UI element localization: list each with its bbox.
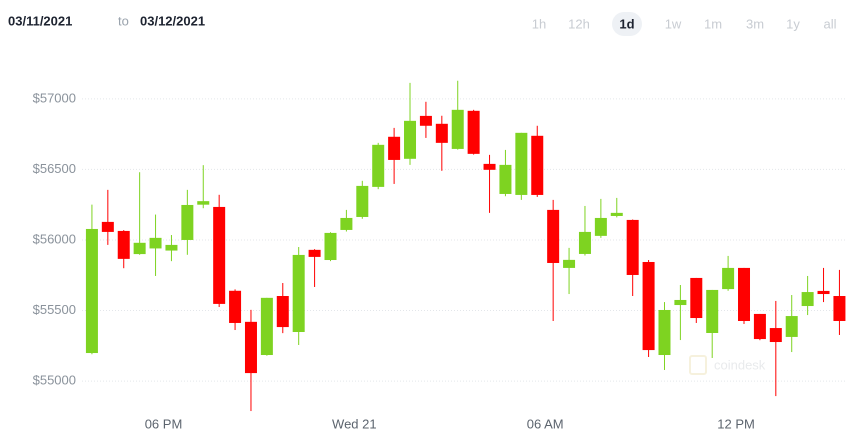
candle-body <box>753 313 766 340</box>
watermark: coindesk <box>689 355 766 375</box>
range-button[interactable]: 1y <box>786 16 800 31</box>
candle-body <box>451 109 464 149</box>
candle-body <box>372 144 385 187</box>
x-tick-label: Wed 21 <box>332 416 377 431</box>
candle-body <box>738 267 751 321</box>
candle-body <box>547 209 560 263</box>
y-tick-label: $56000 <box>33 231 76 246</box>
candle-body <box>578 231 591 254</box>
candle-body <box>229 290 242 323</box>
candle-body <box>674 299 687 306</box>
candle-body <box>801 292 814 307</box>
candle-body <box>117 230 130 259</box>
candle-body <box>499 164 512 194</box>
date-from: 03/11/2021 <box>8 13 72 28</box>
candle-body <box>324 232 337 261</box>
watermark-text: coindesk <box>714 357 766 372</box>
candle-body <box>642 261 655 351</box>
date-to: 03/12/2021 <box>140 13 205 28</box>
candle-body <box>276 296 289 328</box>
candle-body <box>515 132 528 195</box>
range-selected-bg <box>612 12 642 36</box>
y-tick-label: $57000 <box>33 90 76 105</box>
range-button[interactable]: all <box>823 16 836 31</box>
candle-body <box>356 185 369 217</box>
candle-body <box>213 206 226 304</box>
candle-body <box>181 204 194 240</box>
candle-body <box>165 244 178 251</box>
candle-body <box>769 328 782 343</box>
candle-body <box>197 201 210 205</box>
candle-body <box>626 219 639 275</box>
candle-body <box>785 316 798 337</box>
candle-body <box>722 267 735 290</box>
y-tick-label: $55000 <box>33 373 76 388</box>
candle-body <box>292 254 305 333</box>
y-tick-label: $56500 <box>33 161 76 176</box>
candle-body <box>260 297 273 356</box>
candle-body <box>833 296 846 321</box>
candle-body <box>340 217 353 230</box>
range-button[interactable]: 3m <box>746 16 764 31</box>
candle-body <box>706 289 719 333</box>
candle-body <box>817 290 830 295</box>
x-tick-label: 06 AM <box>527 416 564 431</box>
candle-body <box>388 136 401 160</box>
candle-body <box>563 259 576 268</box>
watermark-logo <box>689 355 707 375</box>
candle-body <box>610 212 623 216</box>
candle-body <box>531 135 544 195</box>
y-tick-label: $55500 <box>33 302 76 317</box>
candle-body <box>244 321 257 374</box>
candle-body <box>101 221 114 232</box>
range-button[interactable]: 1d <box>619 16 634 31</box>
range-button[interactable]: 1h <box>532 16 546 31</box>
range-selector: 1h 12h 1d 1w 1m 3m 1y all <box>532 12 837 36</box>
candle-body <box>133 242 146 255</box>
candle-body <box>658 309 671 356</box>
candle-body <box>419 115 432 126</box>
x-tick-label: 06 PM <box>145 416 183 431</box>
range-button[interactable]: 1w <box>665 16 682 31</box>
candle-body <box>85 228 98 354</box>
candle-body <box>308 249 321 257</box>
candle-body <box>404 120 417 159</box>
candle-body <box>149 237 162 249</box>
candle-body <box>594 217 607 236</box>
date-joiner: to <box>118 13 129 28</box>
candle-body <box>435 123 448 143</box>
candle-body <box>483 163 496 170</box>
candle-body <box>467 110 480 154</box>
range-button[interactable]: 1m <box>704 16 722 31</box>
candle-body <box>690 277 703 319</box>
x-tick-label: 12 PM <box>717 416 755 431</box>
range-button[interactable]: 12h <box>568 16 590 31</box>
